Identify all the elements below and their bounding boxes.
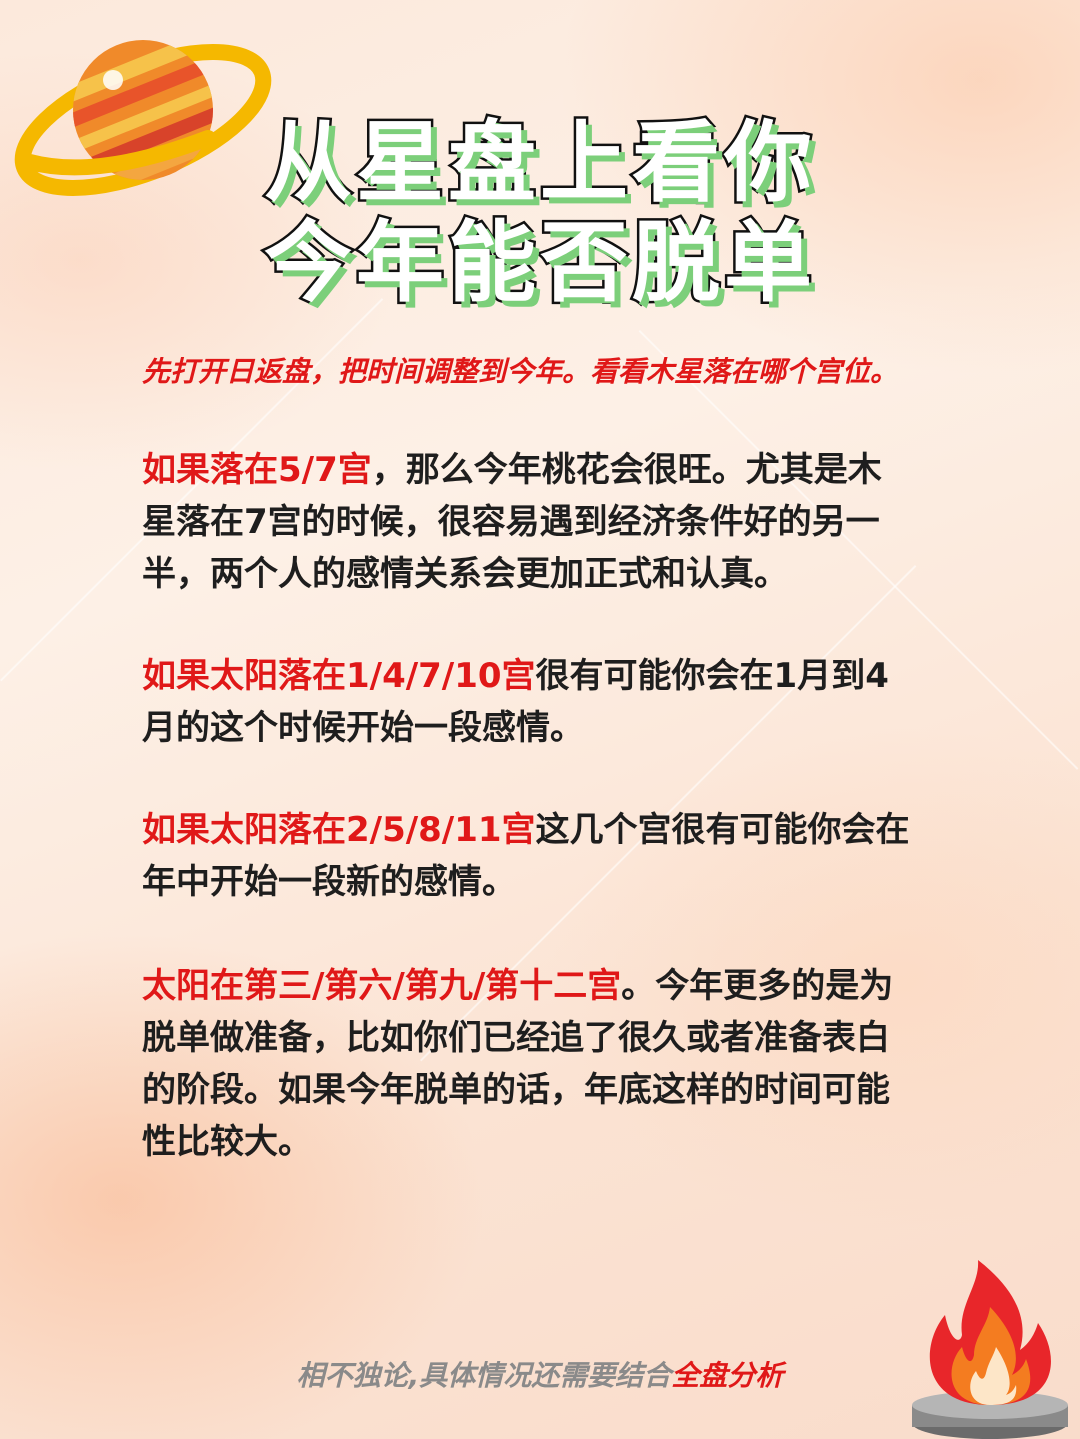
paragraph-highlight: 如果落在5/7宫: [142, 450, 372, 490]
paragraph-4: 太阳在第三/第六/第九/第十二宫。今年更多的是为脱单做准备，比如你们已经追了很久…: [142, 960, 912, 1168]
intro-text: 先打开日返盘，把时间调整到今年。看看木星落在哪个宫位。: [142, 355, 899, 388]
fire-icon: [912, 1260, 1068, 1439]
paragraph-highlight: 如果太阳落在1/4/7/10宫: [142, 656, 536, 696]
footer-note: 相不独论,具体情况还需要结合全盘分析: [0, 1354, 1080, 1394]
paragraph-highlight: 太阳在第三/第六/第九/第十二宫: [142, 966, 622, 1006]
planet-icon: [14, 40, 272, 196]
paragraph-2: 如果太阳落在1/4/7/10宫很有可能你会在1月到4月的这个时候开始一段感情。: [142, 650, 912, 754]
title-line-2: 今年能否脱单: [261, 209, 816, 317]
footer-text: 相不独论,具体情况还需要结合: [296, 1359, 672, 1392]
title-line-1: 从星盘上看你: [261, 109, 816, 217]
paragraph-highlight: 如果太阳落在2/5/8/11宫: [142, 810, 536, 850]
paragraph-body: 很有可能你会在1月到4月的这个时候开始一段感情。: [142, 656, 889, 748]
paragraph-3: 如果太阳落在2/5/8/11宫这几个宫很有可能你会在年中开始一段新的感情。: [142, 804, 912, 908]
footer-highlight: 全盘分析: [671, 1359, 784, 1392]
paragraph-body: ，那么今年桃花会很旺。尤其是木星落在7宫的时候，很容易遇到经济条件好的另一半，两…: [142, 450, 882, 594]
paragraph-body: 。今年更多的是为脱单做准备，比如你们已经追了很久或者准备表白的阶段。如果今年脱单…: [142, 966, 894, 1162]
paragraph-1: 如果落在5/7宫，那么今年桃花会很旺。尤其是木星落在7宫的时候，很容易遇到经济条…: [142, 444, 912, 600]
paragraph-body: 这几个宫很有可能你会在年中开始一段新的感情。: [142, 810, 910, 902]
